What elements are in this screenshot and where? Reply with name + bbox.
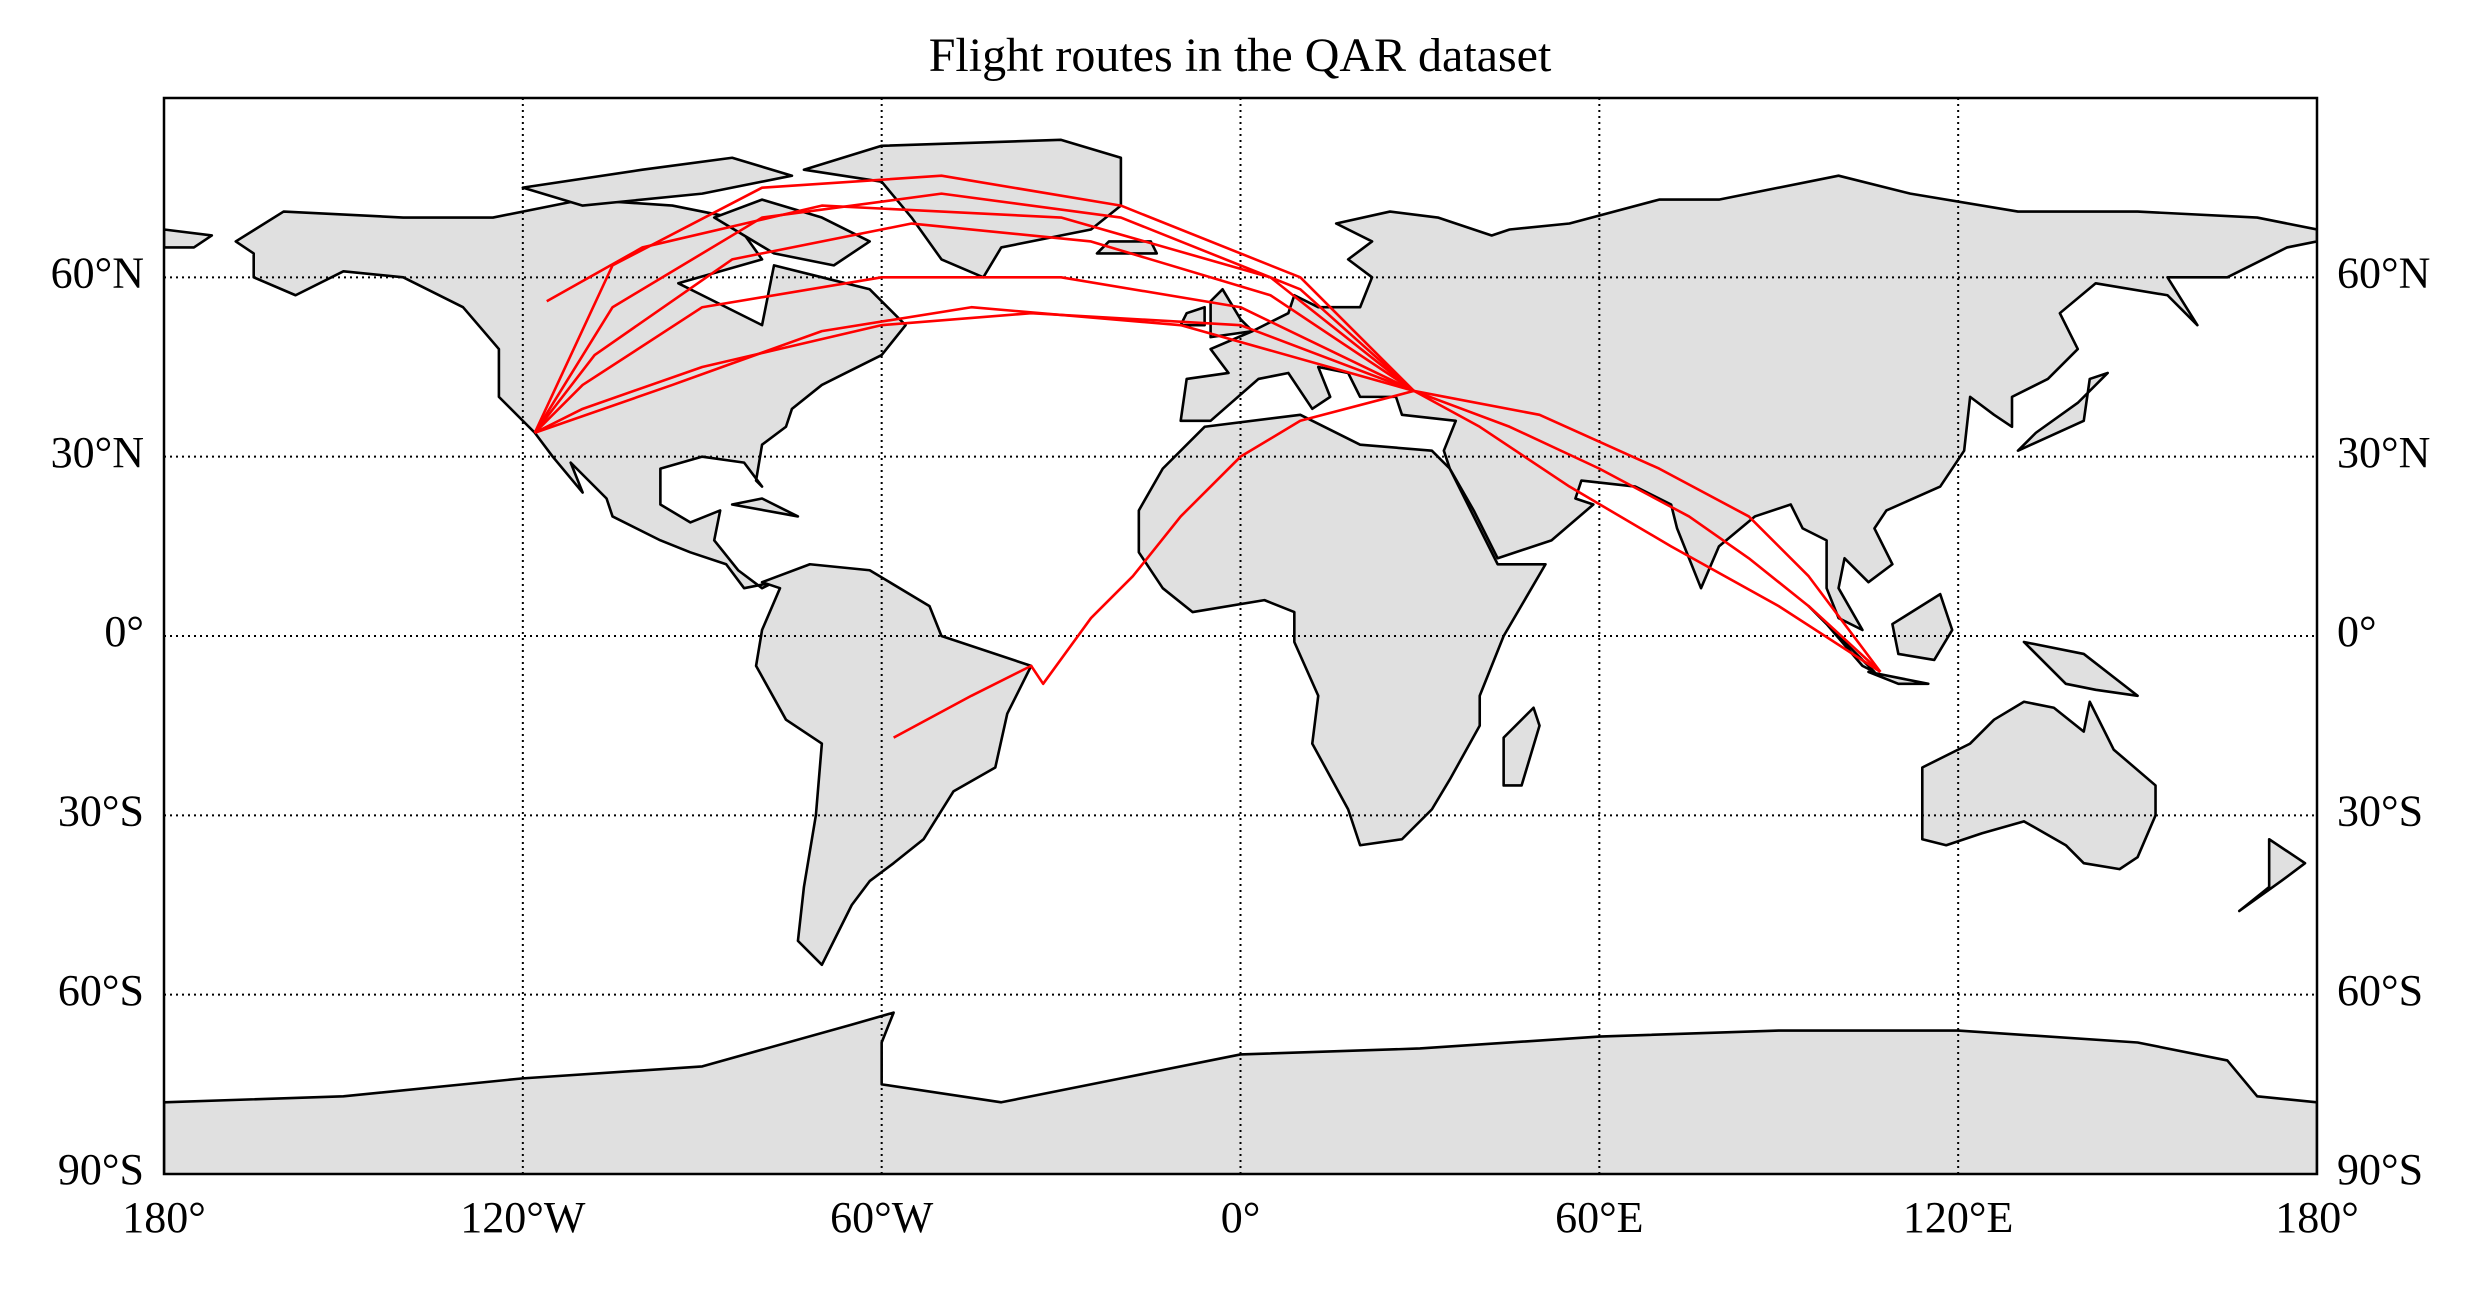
y-tick-label-right: 30°N <box>2337 428 2430 477</box>
chukotka <box>164 229 212 247</box>
greenland <box>804 140 1121 277</box>
cuba <box>732 499 798 517</box>
x-tick-label: 180° <box>122 1193 206 1242</box>
map-title: Flight routes in the QAR dataset <box>929 29 1552 82</box>
australia <box>1922 702 2155 869</box>
new-guinea <box>2024 642 2138 696</box>
flight-route <box>546 204 1415 392</box>
madagascar <box>1504 708 1540 786</box>
y-tick-label-left: 30°S <box>58 786 144 835</box>
y-tick-label-left: 30°N <box>51 428 144 477</box>
x-tick-label: 120°W <box>460 1193 586 1242</box>
y-tick-label-right: 60°S <box>2337 966 2423 1015</box>
borneo <box>1892 594 1952 660</box>
x-tick-label: 60°W <box>830 1193 934 1242</box>
land-layer <box>164 140 2317 1174</box>
x-tick-label: 0° <box>1221 1193 1261 1242</box>
flight-route <box>1413 389 1882 673</box>
map-frame <box>162 96 2319 1176</box>
labels-layer: 180° 120°W 60°W 0° 60°E 120°E 180°90°S 90°S60°S… <box>51 248 2431 1242</box>
great-britain <box>1211 289 1253 337</box>
y-tick-label-right: 30°S <box>2337 786 2423 835</box>
y-tick-label-left: 90°S <box>58 1145 144 1194</box>
ireland <box>1181 307 1205 325</box>
x-tick-label: 120°E <box>1903 1193 2013 1242</box>
flight-route <box>534 305 1415 434</box>
africa <box>1139 415 1546 845</box>
baffin-island <box>714 200 869 266</box>
x-tick-label: 180° <box>2275 1193 2359 1242</box>
flight-route <box>1413 389 1882 673</box>
y-tick-label-right: 60°N <box>2337 248 2430 297</box>
flight-route <box>533 276 1415 434</box>
y-tick-label-left: 60°S <box>58 966 144 1015</box>
y-tick-label-right: 90°S <box>2337 1145 2423 1194</box>
flight-route <box>893 389 1415 739</box>
flight-route <box>1413 389 1882 673</box>
new-zealand <box>2239 839 2305 911</box>
y-tick-label-right: 0° <box>2337 607 2377 656</box>
x-tick-label: 60°E <box>1555 1193 1643 1242</box>
coastlines <box>164 140 2317 1174</box>
eurasia <box>1181 176 2317 630</box>
flight-route <box>533 222 1415 434</box>
flight-route <box>534 311 1415 434</box>
flight-route <box>533 192 1415 434</box>
arctic-islands <box>523 158 792 206</box>
y-tick-label-left: 60°N <box>51 248 144 297</box>
y-tick-label-left: 0° <box>104 607 144 656</box>
java <box>1868 672 1928 684</box>
antarctica <box>164 1013 2317 1174</box>
south-america <box>756 564 1031 965</box>
routes-layer <box>533 174 1882 739</box>
japan <box>2018 373 2108 451</box>
